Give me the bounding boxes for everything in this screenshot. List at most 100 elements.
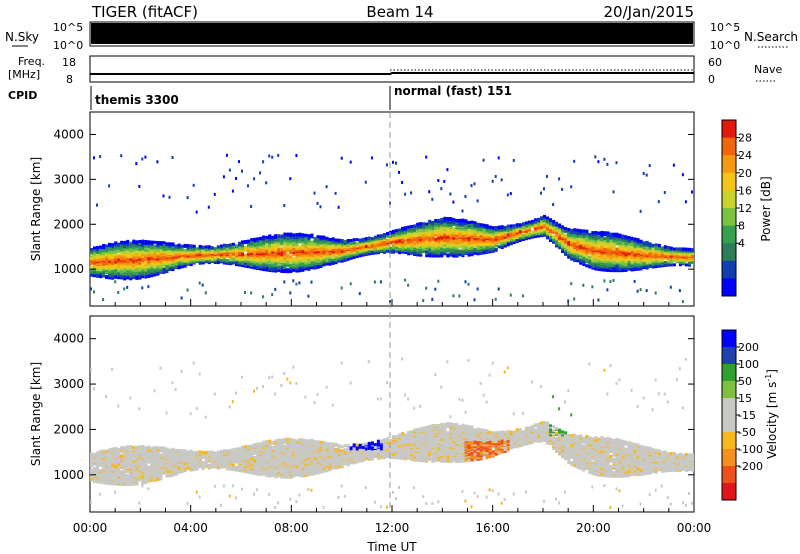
data-cell	[428, 248, 432, 252]
freq-panel: Freq. [MHz] 18 8 Nave 60 0	[8, 55, 782, 86]
data-cell	[497, 225, 501, 229]
data-cell	[434, 219, 438, 222]
data-cell	[307, 239, 311, 243]
data-cell	[470, 234, 474, 238]
data-cell	[204, 245, 208, 249]
data-cell	[576, 228, 580, 232]
data-cell	[633, 260, 637, 264]
data-cell	[552, 237, 556, 241]
data-cell	[527, 236, 531, 240]
data-cell	[579, 243, 583, 247]
data-cell	[464, 246, 468, 249]
data-cell	[117, 472, 121, 476]
data-cell	[588, 255, 592, 259]
data-cell	[612, 264, 616, 268]
nave-label: Nave	[754, 63, 782, 76]
data-cell	[627, 238, 631, 241]
freq-label-line2: [MHz]	[8, 68, 40, 81]
data-cell	[367, 245, 371, 249]
y-tick-label: 2000	[53, 217, 84, 231]
data-cell	[165, 242, 169, 246]
data-cell	[615, 232, 619, 236]
data-cell	[512, 159, 515, 162]
data-cell	[431, 220, 435, 224]
data-cell	[567, 227, 571, 231]
data-cell	[123, 446, 127, 450]
data-cell	[310, 258, 314, 262]
data-cell	[597, 231, 601, 235]
data-cell	[99, 274, 103, 278]
data-cell	[515, 223, 519, 227]
data-cell	[189, 244, 193, 248]
data-cell	[262, 256, 266, 260]
data-cell	[343, 249, 347, 253]
data-cell	[204, 253, 208, 257]
data-cell	[147, 285, 150, 289]
data-cell	[165, 265, 169, 268]
data-cell	[114, 275, 118, 278]
data-cell	[639, 247, 643, 251]
data-cell	[180, 296, 183, 300]
data-cell	[174, 265, 178, 269]
data-cell	[144, 267, 148, 271]
data-cell	[132, 257, 136, 261]
data-cell	[518, 236, 522, 239]
data-cell	[585, 236, 589, 240]
data-cell	[96, 466, 99, 470]
data-cell	[681, 300, 684, 304]
data-cell	[111, 463, 115, 467]
data-cell	[150, 263, 154, 267]
data-cell	[126, 257, 130, 261]
data-cell	[144, 250, 148, 254]
data-cell	[96, 255, 99, 259]
data-cell	[630, 264, 634, 268]
data-cell	[289, 255, 293, 259]
data-cell	[600, 240, 604, 244]
data-cell	[114, 249, 118, 253]
data-cell	[108, 448, 112, 452]
data-cell	[349, 239, 353, 242]
data-cell	[111, 243, 115, 247]
data-cell	[99, 451, 103, 455]
data-cell	[431, 197, 434, 201]
data-cell	[449, 217, 453, 221]
data-cell	[222, 246, 226, 250]
data-cell	[443, 235, 447, 239]
data-cell	[416, 229, 420, 233]
data-cell	[379, 246, 383, 249]
data-cell	[286, 241, 290, 245]
data-cell	[645, 259, 649, 263]
data-cell	[597, 244, 601, 248]
data-cell	[449, 238, 453, 242]
data-cell	[606, 234, 610, 238]
data-cell	[283, 250, 287, 254]
data-cell	[609, 260, 613, 264]
data-cell	[573, 248, 577, 251]
data-cell	[123, 252, 127, 256]
data-cell	[546, 227, 549, 231]
data-cell	[603, 239, 607, 243]
data-cell	[618, 251, 622, 255]
colorbar-tick-label: 20	[738, 167, 752, 180]
data-cell	[123, 254, 127, 258]
data-cell	[642, 261, 646, 265]
data-cell	[259, 171, 262, 175]
data-cell	[389, 249, 392, 253]
data-cell	[485, 240, 489, 243]
nsky-tick-bottom: 10^0	[53, 39, 83, 52]
data-cell	[328, 254, 332, 258]
data-cell	[491, 238, 495, 241]
data-cell	[198, 244, 202, 248]
data-cell	[313, 236, 317, 240]
data-cell	[358, 246, 362, 250]
data-cell	[292, 241, 296, 245]
data-cell	[509, 224, 513, 228]
data-cell	[204, 291, 207, 295]
data-cell	[648, 164, 651, 168]
data-cell	[416, 236, 420, 240]
data-cell	[688, 247, 691, 251]
data-cell	[555, 231, 559, 235]
data-cell	[422, 250, 426, 253]
data-cell	[126, 250, 130, 254]
data-cell	[573, 254, 577, 257]
